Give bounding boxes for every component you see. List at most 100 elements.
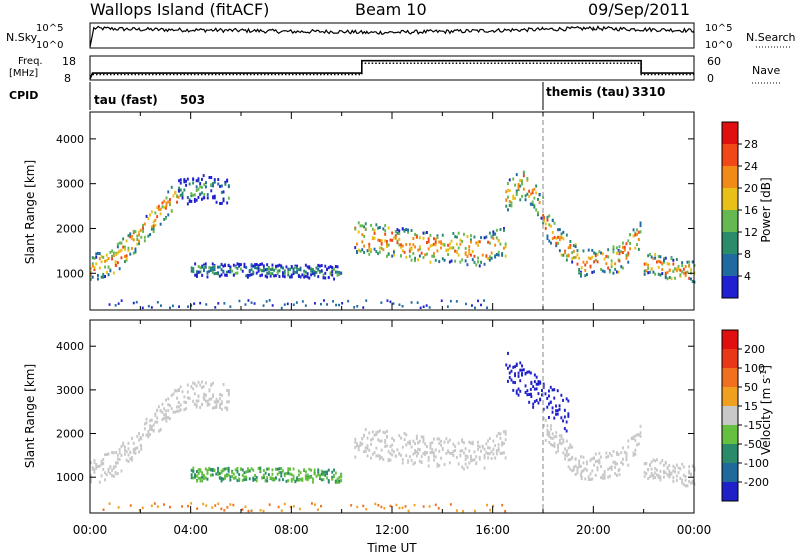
echo-cell — [243, 471, 246, 475]
echo-cell — [364, 228, 367, 231]
echo-cell — [654, 256, 657, 260]
echo-cell — [167, 190, 170, 194]
echo-cell — [95, 466, 98, 470]
echo-cell — [427, 237, 430, 241]
echo-cell — [357, 221, 360, 225]
echo-cell — [304, 470, 307, 474]
echo-cell — [340, 473, 343, 477]
echo-cell — [363, 434, 365, 438]
echo-cell — [222, 264, 225, 268]
echo-cell — [149, 213, 151, 217]
echo-cell — [598, 451, 601, 455]
echo-cell — [304, 274, 307, 278]
echo-cell — [257, 269, 260, 273]
y-tick-label: 4000 — [56, 340, 84, 353]
echo-cell — [450, 259, 453, 263]
echo-cell — [433, 458, 435, 462]
echo-cell — [550, 424, 552, 428]
echo-cell — [625, 458, 628, 462]
echo-cell — [495, 434, 498, 438]
colorbar-tick-label: -15 — [744, 419, 762, 432]
echo-cell — [629, 242, 631, 245]
echo-cell — [565, 258, 568, 262]
echo-cell — [605, 254, 608, 258]
echo-cell — [567, 458, 570, 462]
echo-cell — [120, 469, 123, 473]
echo-cell — [170, 407, 173, 411]
echo-cell — [396, 448, 399, 452]
echo-cell — [412, 237, 415, 240]
echo-cell — [396, 241, 399, 245]
echo-cell — [477, 256, 479, 260]
echo-cell — [427, 464, 430, 468]
echo-cell — [254, 263, 256, 267]
echo-cell — [131, 456, 133, 460]
echo-cell — [278, 478, 281, 482]
echo-cell — [357, 444, 360, 448]
echo-cell — [643, 262, 646, 266]
echo-cell — [441, 446, 444, 450]
echo-cell — [203, 268, 205, 272]
echo-cell — [370, 248, 372, 252]
echo-cell — [102, 462, 105, 466]
echo-cell — [276, 472, 279, 476]
echo-cell — [576, 253, 579, 257]
echo-cell — [674, 470, 676, 474]
echo-cell — [415, 235, 418, 239]
echo-cell — [620, 451, 623, 455]
echo-cell — [600, 455, 602, 459]
echo-cell — [412, 462, 415, 466]
echo-cell — [661, 261, 664, 265]
echo-cell — [194, 473, 197, 477]
echo-cell — [488, 255, 491, 259]
echo-cell — [517, 387, 520, 391]
echo-cell — [257, 266, 260, 270]
echo-cell — [521, 364, 523, 368]
echo-cell — [410, 229, 413, 232]
echo-cell — [211, 266, 214, 270]
echo-cell — [394, 236, 397, 240]
echo-cell — [159, 207, 162, 211]
echo-cell — [366, 447, 369, 451]
echo-cell — [565, 254, 568, 258]
echo-cell — [227, 389, 230, 392]
echo-cell — [434, 503, 437, 507]
echo-cell — [556, 412, 559, 416]
echo-cell — [497, 250, 500, 254]
echo-cell — [550, 241, 552, 245]
echo-cell — [452, 453, 455, 457]
echo-cell — [205, 185, 207, 189]
echo-cell — [312, 268, 314, 272]
echo-cell — [565, 451, 568, 454]
echo-cell — [654, 476, 657, 480]
echo-cell — [193, 197, 196, 201]
echo-cell — [287, 267, 290, 271]
echo-cell — [395, 503, 398, 507]
echo-cell — [610, 454, 613, 458]
echo-cell — [657, 475, 660, 478]
x-axis-labels: 00:00 04:00 08:00 12:00 16:00 20:00 00:00 — [73, 523, 712, 537]
echo-cell — [380, 246, 383, 250]
echo-cell — [434, 243, 437, 247]
echo-cell — [280, 264, 283, 268]
echo-cell — [431, 451, 434, 455]
echo-cell — [473, 458, 476, 462]
echo-cell — [252, 264, 255, 268]
echo-cell — [289, 267, 291, 271]
echo-cell — [190, 473, 193, 477]
echo-cell — [201, 402, 203, 406]
echo-cell — [401, 227, 404, 231]
echo-cell — [201, 475, 204, 479]
echo-cell — [501, 252, 504, 255]
echo-cell — [253, 302, 256, 305]
echo-cell — [410, 247, 413, 251]
echo-cell — [277, 505, 280, 509]
echo-cell — [210, 183, 213, 187]
echo-cell — [269, 476, 272, 480]
echo-cell — [543, 424, 545, 428]
echo-cell — [607, 467, 610, 471]
echo-cell — [574, 473, 577, 476]
echo-cell — [670, 257, 673, 261]
echo-cell — [161, 418, 164, 421]
echo-cell — [143, 422, 146, 426]
